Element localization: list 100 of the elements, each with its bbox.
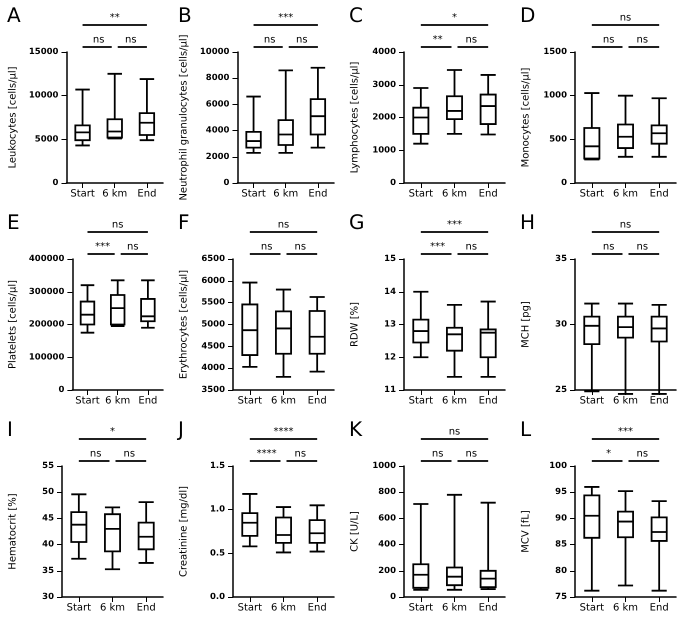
chart-title: G xyxy=(349,210,364,234)
y-tick-label: 1000 xyxy=(372,145,396,156)
chart-title: J xyxy=(176,417,184,441)
y-tick-label: 14 xyxy=(384,286,396,297)
y-tick-label: 8000 xyxy=(206,73,230,84)
y-tick-label: 1.0 xyxy=(210,504,226,515)
text: * xyxy=(110,426,115,438)
x-tick-label: End xyxy=(478,396,498,406)
x-tick-label: 6 km xyxy=(442,396,468,406)
text: ns xyxy=(620,12,632,24)
y-tick-label: 85 xyxy=(555,540,568,550)
y-tick-label: 30 xyxy=(42,592,54,602)
chart-title: B xyxy=(178,3,192,27)
y-tick-label: 5500 xyxy=(201,298,226,308)
y-tick-label: 90 xyxy=(555,513,568,524)
y-tick-label: 0 xyxy=(224,178,230,188)
y-tick-label: 55 xyxy=(42,461,54,471)
y-tick-label: 400000 xyxy=(28,254,64,264)
chart-title: E xyxy=(7,210,20,234)
y-tick-label: 0 xyxy=(58,385,64,395)
y-tick-label: 200 xyxy=(378,566,396,576)
text: *** xyxy=(278,12,294,24)
y-axis-title: CK [U/L] xyxy=(350,511,360,552)
y-axis-title: Monocytes [cells/µl] xyxy=(520,68,532,168)
x-tick-label: Start xyxy=(70,188,95,200)
text: ** xyxy=(432,34,443,46)
y-tick-label: 0 xyxy=(390,592,396,602)
text: *** xyxy=(95,242,110,252)
x-tick-label: 6 km xyxy=(270,602,296,614)
x-tick-label: Start xyxy=(580,188,604,200)
y-tick-label: 95 xyxy=(555,487,568,498)
y-tick-label: 6000 xyxy=(201,276,226,286)
x-tick-label: Start xyxy=(66,602,92,614)
y-tick-label: 30 xyxy=(555,320,568,330)
y-tick-label: 0 xyxy=(52,178,59,188)
text: ns xyxy=(260,242,272,252)
y-tick-label: 75 xyxy=(555,592,568,602)
x-tick-label: 6 km xyxy=(273,188,298,200)
y-axis-title: Neutrophil granulocytes [cells/µl] xyxy=(178,34,190,201)
y-tick-label: 13 xyxy=(384,320,396,330)
y-tick-label: 4000 xyxy=(201,363,226,374)
y-tick-label: 2000 xyxy=(372,112,396,122)
y-tick-label: 35 xyxy=(42,566,54,576)
y-tick-label: 12 xyxy=(384,352,396,362)
text: ns xyxy=(92,34,104,46)
x-tick-label: 6 km xyxy=(442,602,468,614)
x-tick-label: 6 km xyxy=(612,396,638,406)
y-tick-label: 4000 xyxy=(372,47,396,57)
x-tick-label: End xyxy=(136,602,156,614)
y-tick-label: 1000 xyxy=(543,90,568,101)
x-tick-label: End xyxy=(308,396,327,406)
y-tick-label: 11 xyxy=(384,385,396,395)
text: * xyxy=(452,12,457,24)
y-axis-title: MCV [fL] xyxy=(520,510,532,553)
y-tick-label: 0 xyxy=(561,178,568,188)
y-tick-label: 6000 xyxy=(206,99,230,110)
text: * xyxy=(606,448,612,460)
text: ns xyxy=(294,448,306,460)
x-tick-label: Start xyxy=(408,188,434,200)
y-axis-title: Platelets [cells/µl] xyxy=(8,280,18,369)
chart-title: A xyxy=(7,3,21,27)
chart-title: L xyxy=(520,417,532,441)
y-tick-label: 5000 xyxy=(34,134,59,144)
x-tick-label: Start xyxy=(580,396,604,406)
y-tick-label: 0.0 xyxy=(210,592,226,602)
x-tick-label: End xyxy=(308,188,328,200)
text: ns xyxy=(90,448,102,460)
x-tick-label: Start xyxy=(408,396,434,406)
y-axis-title: Creatinine [mg/dl] xyxy=(178,486,190,578)
x-tick-label: End xyxy=(138,396,158,406)
y-tick-label: 3000 xyxy=(372,80,396,90)
y-tick-label: 5000 xyxy=(201,320,226,330)
y-axis-title: Leukocytes [cells/µl] xyxy=(8,66,18,169)
text: ns xyxy=(636,242,648,252)
y-tick-label: 200000 xyxy=(28,320,64,330)
y-tick-label: 4500 xyxy=(201,341,226,352)
y-tick-label: 1.5 xyxy=(210,461,226,471)
text: ns xyxy=(466,242,478,252)
chart-title: C xyxy=(349,3,363,27)
y-tick-label: 6500 xyxy=(201,254,226,264)
x-tick-label: Start xyxy=(241,188,266,200)
x-tick-label: End xyxy=(478,188,498,200)
text: ns xyxy=(125,34,137,46)
chart-title: F xyxy=(178,210,190,234)
y-axis-title: Hematocrit [%] xyxy=(8,493,18,570)
x-tick-label: End xyxy=(650,188,669,200)
text: ns xyxy=(124,448,136,460)
y-tick-label: 400 xyxy=(378,540,396,550)
text: ns xyxy=(264,34,276,46)
x-tick-label: End xyxy=(478,602,498,614)
y-axis-title: RDW [%] xyxy=(350,302,360,348)
text: ns xyxy=(636,448,648,460)
x-tick-label: End xyxy=(308,602,327,614)
chart-title: D xyxy=(520,3,536,27)
text: ns xyxy=(432,448,444,460)
y-tick-label: 0.5 xyxy=(210,548,226,558)
y-tick-label: 10000 xyxy=(28,90,59,101)
text: ** xyxy=(110,12,120,24)
text: **** xyxy=(256,448,277,460)
chart-title: H xyxy=(520,210,536,234)
